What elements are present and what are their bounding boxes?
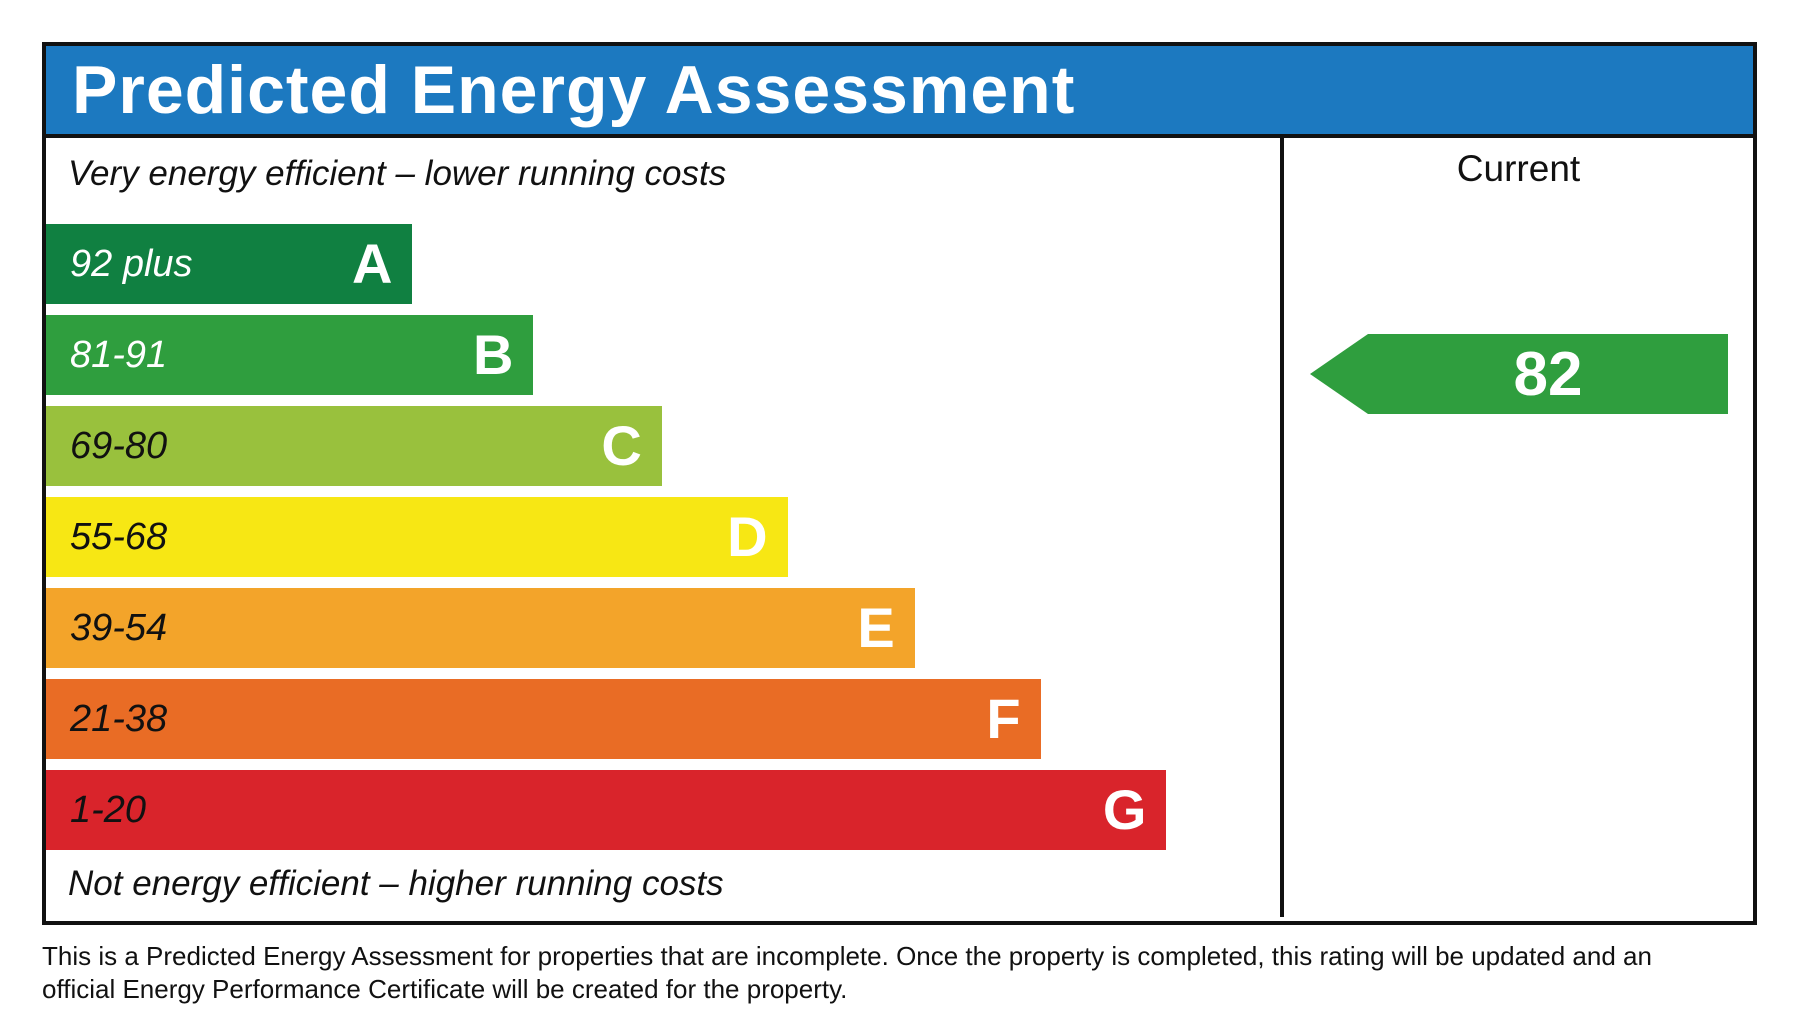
band-row: 92 plus A xyxy=(46,224,1280,304)
band-range-label: 21-38 xyxy=(70,697,168,740)
band-row: 55-68 D xyxy=(46,497,1280,577)
band-letter: C xyxy=(601,414,642,477)
footer-disclaimer: This is a Predicted Energy Assessment fo… xyxy=(42,940,1652,1006)
certificate-body: Very energy efficient – lower running co… xyxy=(46,138,1753,917)
band-letter: G xyxy=(1102,778,1147,841)
band-range-label: 39-54 xyxy=(70,606,168,649)
header: Predicted Energy Assessment xyxy=(46,46,1753,138)
current-rating-panel: Current 82 xyxy=(1280,138,1753,917)
band-letter: F xyxy=(986,687,1021,750)
footer-line-1: This is a Predicted Energy Assessment fo… xyxy=(42,941,1652,971)
band-letter: B xyxy=(472,323,514,386)
footer-line-2: official Energy Performance Certificate … xyxy=(42,974,848,1004)
band-row: 1-20 G xyxy=(46,770,1280,850)
band-row: 81-91 B xyxy=(46,315,1280,395)
bands: 92 plus A 81-91 B 69-80 C 55-68 D 39-54 … xyxy=(46,224,1280,861)
band-range-label: 69-80 xyxy=(70,424,168,467)
band-row: 69-80 C xyxy=(46,406,1280,486)
page-title: Predicted Energy Assessment xyxy=(72,52,1076,128)
current-column-header: Current xyxy=(1456,148,1581,189)
band-letter: D xyxy=(727,505,768,568)
certificate-box: Predicted Energy Assessment Very energy … xyxy=(42,42,1757,925)
top-efficiency-note: Very energy efficient – lower running co… xyxy=(68,154,727,193)
band-row: 21-38 F xyxy=(46,679,1280,759)
band-bar: 55-68 D xyxy=(46,497,788,577)
band-range-label: 81-91 xyxy=(70,333,168,376)
current-rating-value: 82 xyxy=(1513,339,1583,409)
current-rating-arrow: 82 xyxy=(1310,334,1728,414)
band-letter: E xyxy=(857,596,895,659)
band-range-label: 55-68 xyxy=(70,515,168,558)
band-range-label: 92 plus xyxy=(70,242,193,285)
rating-chart-panel: Very energy efficient – lower running co… xyxy=(46,138,1280,917)
band-range-label: 1-20 xyxy=(70,788,147,831)
band-bar: 92 plus A xyxy=(46,224,413,304)
bottom-efficiency-note: Not energy efficient – higher running co… xyxy=(68,864,724,903)
band-letter: A xyxy=(352,232,393,295)
band-row: 39-54 E xyxy=(46,588,1280,668)
band-bar: 81-91 B xyxy=(46,315,534,395)
band-bar: 21-38 F xyxy=(46,679,1041,759)
band-bar: 39-54 E xyxy=(46,588,915,668)
band-bar: 1-20 G xyxy=(46,770,1167,850)
band-bar: 69-80 C xyxy=(46,406,662,486)
